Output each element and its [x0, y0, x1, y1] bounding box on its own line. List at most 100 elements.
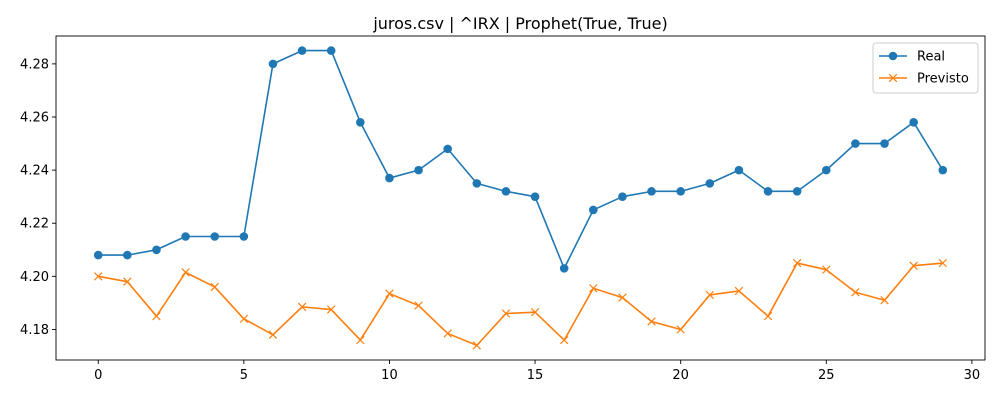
data-point [705, 290, 715, 300]
data-point [589, 284, 598, 293]
x-tick-label: 15 [527, 368, 544, 383]
data-point [647, 187, 656, 196]
data-point [239, 232, 249, 241]
x-tick-label: 20 [672, 368, 689, 383]
data-point [647, 317, 656, 326]
data-point [530, 307, 540, 317]
data-point [763, 311, 773, 321]
data-point [326, 305, 336, 314]
marker-stroke [763, 311, 773, 321]
data-point [385, 289, 394, 298]
y-tick-label: 4.28 [20, 57, 49, 72]
marker-stroke [880, 296, 889, 305]
legend-entry-0: Real [879, 50, 945, 65]
x-tick-label: 10 [381, 368, 398, 383]
marker-stroke [297, 302, 307, 312]
data-point [152, 311, 161, 321]
data-point [181, 232, 190, 241]
data-point [589, 205, 598, 215]
data-point [676, 187, 685, 196]
marker-stroke [443, 329, 452, 338]
chart-title: juros.csv | ^IRX | Prophet(True, True) [372, 14, 667, 33]
y-tick-label: 4.24 [20, 164, 49, 179]
data-point [501, 187, 511, 196]
data-point [705, 179, 715, 188]
x-tick-label: 5 [240, 368, 248, 383]
data-point [880, 296, 889, 305]
data-point [414, 165, 423, 175]
x-tick-label: 25 [818, 368, 835, 383]
marker-stroke [705, 290, 715, 300]
marker-stroke [618, 293, 627, 302]
legend-marker [888, 51, 898, 61]
data-point [268, 59, 278, 69]
y-tick-label: 4.20 [20, 270, 49, 285]
data-point [501, 309, 511, 318]
data-point [123, 277, 132, 286]
y-tick-label: 4.18 [20, 323, 49, 338]
data-point [938, 165, 948, 175]
data-point [297, 46, 307, 55]
data-point [909, 261, 918, 270]
marker-stroke [822, 265, 831, 274]
marker-stroke [501, 309, 511, 318]
marker-stroke [123, 277, 132, 286]
axes-frame [55, 35, 986, 361]
data-point [763, 187, 773, 196]
legend: Real Previsto [872, 42, 979, 94]
marker-stroke [326, 305, 336, 314]
data-point [210, 282, 219, 292]
legend-marker [888, 73, 898, 83]
data-point [792, 187, 802, 196]
marker-stroke [210, 282, 219, 292]
data-point [821, 165, 831, 175]
data-point [734, 286, 744, 296]
marker-stroke [851, 288, 860, 297]
data-point [443, 329, 452, 338]
data-point [93, 250, 103, 260]
data-point [676, 325, 685, 334]
series-line-1 [98, 262, 943, 347]
x-tick-label: 0 [94, 368, 102, 383]
data-point [356, 118, 365, 127]
data-point [414, 301, 423, 310]
data-point [530, 192, 540, 201]
y-tick-label: 4.22 [20, 217, 49, 232]
data-point [559, 264, 569, 273]
data-point [472, 341, 482, 350]
data-point [123, 250, 132, 260]
data-point [618, 293, 627, 302]
marker-stroke [734, 286, 744, 296]
data-point [851, 139, 860, 148]
data-point [792, 258, 802, 268]
data-point [734, 165, 744, 175]
data-point [152, 245, 161, 255]
data-point [297, 302, 307, 312]
marker-stroke [530, 307, 540, 317]
marker-stroke [414, 301, 423, 310]
marker-stroke [472, 341, 482, 350]
data-point [880, 139, 889, 148]
marker-stroke [909, 261, 918, 270]
data-point [472, 179, 482, 188]
data-point [239, 314, 249, 324]
marker-stroke [239, 314, 249, 324]
marker-stroke [356, 335, 365, 345]
axes: 0 5 10 15 20 25 30 4.18 4.20 4.22 4.24 4.26 4.28 [20, 35, 986, 383]
data-point [326, 46, 336, 55]
data-point [385, 173, 394, 183]
data-point [181, 268, 190, 277]
marker-stroke [647, 317, 656, 326]
marker-stroke [676, 325, 685, 334]
legend-entry-1: Previsto [879, 72, 969, 87]
data-point [938, 258, 947, 268]
data-point [618, 192, 627, 201]
data-point [210, 232, 220, 241]
marker-stroke [792, 258, 802, 268]
plot-area [93, 46, 948, 350]
data-point [443, 144, 452, 154]
marker-stroke [94, 272, 103, 281]
data-point [909, 118, 918, 127]
marker-stroke [268, 330, 278, 339]
data-point [851, 288, 860, 297]
